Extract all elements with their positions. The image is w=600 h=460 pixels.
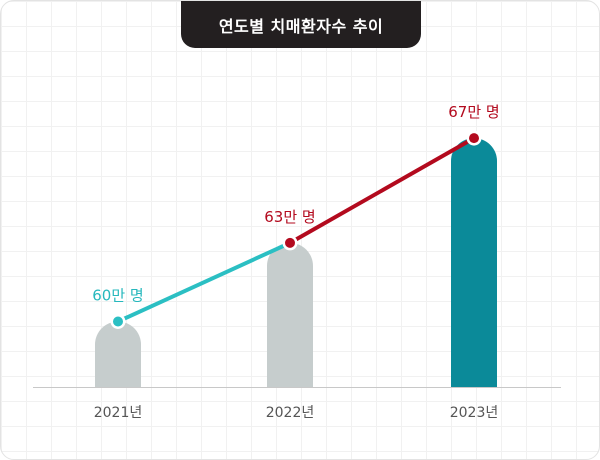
data-label: 63만 명 bbox=[264, 208, 315, 226]
chart-title: 연도별 치매환자수 추이 bbox=[181, 1, 421, 48]
data-point bbox=[469, 133, 479, 144]
trend-line-segment bbox=[116, 240, 292, 324]
bar-2022년 bbox=[267, 242, 313, 387]
bar-2021년 bbox=[95, 321, 141, 387]
data-point bbox=[285, 237, 295, 248]
data-label: 60만 명 bbox=[92, 287, 143, 305]
trend-line-segment bbox=[288, 136, 476, 245]
x-tick-label: 2023년 bbox=[450, 405, 499, 421]
x-tick-label: 2021년 bbox=[94, 405, 143, 421]
data-point bbox=[113, 316, 123, 327]
data-label: 67만 명 bbox=[448, 103, 499, 121]
bar-2023년 bbox=[451, 138, 497, 387]
x-tick-label: 2022년 bbox=[266, 405, 315, 421]
